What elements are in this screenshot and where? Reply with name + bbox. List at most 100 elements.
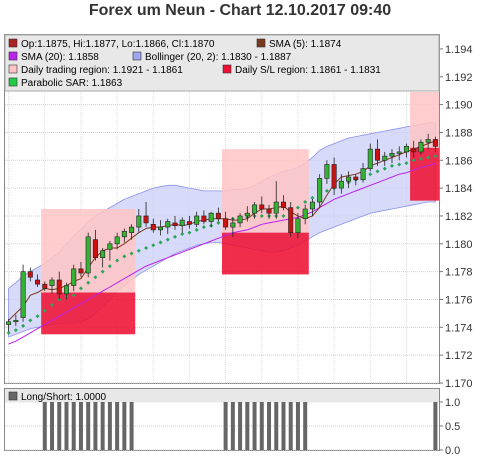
long-short-bar (64, 402, 69, 450)
long-short-bar (57, 402, 62, 450)
candle-body (338, 180, 344, 189)
long-short-bar (259, 402, 264, 450)
lower-legend-box (5, 389, 439, 402)
sar-point (165, 237, 170, 242)
y-tick-label: 1.170 (445, 378, 473, 390)
candle-body (172, 222, 178, 227)
candle-body (63, 285, 69, 295)
candle-body (302, 208, 308, 220)
candle-body (136, 215, 142, 228)
long-short-bar (42, 402, 47, 450)
candle-body (411, 148, 417, 153)
long-short-bar (238, 402, 243, 450)
long-short-bar (433, 402, 438, 450)
y-tick-label: 1.194 (445, 44, 473, 56)
candle-body (252, 204, 258, 214)
long-short-bar (50, 402, 55, 450)
long-short-bar (71, 402, 76, 450)
long-short-bar (295, 402, 300, 450)
candle-body (367, 148, 373, 169)
sar-point (180, 232, 185, 237)
sar-point (389, 163, 394, 168)
sar-point (107, 264, 112, 269)
long-short-bar (86, 402, 91, 450)
sar-point (50, 303, 55, 308)
sar-point (397, 162, 402, 167)
y-tick-label: 1.178 (445, 267, 473, 279)
sar-point (418, 156, 423, 161)
candle-body (331, 164, 337, 189)
legend-box (4, 34, 440, 92)
y-tick-label: 1.190 (445, 100, 473, 112)
sar-point (86, 280, 91, 285)
legend-label: SMA (5): 1.1874 (269, 39, 342, 50)
candle-body (56, 279, 62, 295)
legend-label: Daily trading region: 1.1921 - 1.1861 (21, 65, 183, 76)
long-short-legend-label: Long/Short: 1.0000 (21, 392, 107, 403)
legend-label: Parabolic SAR: 1.1863 (21, 78, 123, 89)
y-tick-label: 1.174 (445, 322, 473, 334)
sar-point (194, 227, 199, 232)
sar-point (13, 328, 18, 333)
sar-point (100, 269, 105, 274)
candle-body (309, 201, 315, 210)
sar-point (172, 234, 177, 239)
legend-label: Bollinger (20, 2): 1.1830 - 1.1887 (145, 52, 292, 63)
sar-point (426, 155, 431, 160)
legend-swatch (8, 64, 18, 74)
candle-body (259, 204, 265, 210)
candle-body (49, 279, 55, 286)
sar-point (78, 286, 83, 291)
sar-point (144, 245, 149, 250)
trading-region (222, 149, 309, 233)
candle-body (295, 218, 301, 233)
candle-body (324, 164, 330, 179)
candle-body (353, 176, 359, 181)
legend-swatch (8, 38, 18, 48)
long-short-bar (107, 402, 112, 450)
candle-body (432, 139, 438, 147)
candle-body (194, 215, 200, 225)
candle-body (280, 201, 286, 208)
sl-region (222, 232, 309, 275)
candle-body (230, 222, 236, 228)
sar-point (259, 213, 264, 218)
legend: Op:1.1875, Hi:1.1877, Lo:1.1866, Cl:1.18… (8, 38, 381, 89)
sar-point (115, 258, 120, 263)
candle-body (78, 268, 84, 274)
candle-body (129, 226, 135, 233)
long-short-bar (281, 402, 286, 450)
long-short-bar (100, 402, 105, 450)
long-short-bar (129, 402, 134, 450)
sar-point (28, 318, 33, 323)
y-tick-label: 1.184 (445, 183, 473, 195)
lower-y-tick-label: 0.5 (445, 421, 460, 433)
legend-label: SMA (20): 1.1858 (21, 52, 99, 63)
candle-body (165, 221, 171, 228)
sar-point (93, 275, 98, 280)
candles (6, 133, 438, 332)
candle-body (389, 153, 395, 157)
candle-body (403, 146, 409, 153)
legend-swatch (8, 77, 18, 87)
long-short-bar (122, 402, 127, 450)
sl-region (41, 292, 136, 335)
sar-point (35, 314, 40, 319)
long-short-bar (78, 402, 83, 450)
candle-body (273, 201, 279, 214)
long-short-bar (115, 402, 120, 450)
lower-y-axis: 0.0 0.5 1.0 (439, 397, 460, 457)
sar-point (71, 293, 76, 298)
sar-point (158, 240, 163, 245)
sar-point (433, 154, 438, 159)
sar-point (129, 251, 134, 256)
lower-y-tick-label: 1.0 (445, 397, 460, 409)
candle-body (13, 320, 19, 323)
sar-point (21, 323, 26, 328)
sar-point (303, 200, 308, 205)
sma20-line (8, 162, 436, 345)
long-short-bar (93, 402, 98, 450)
candle-body (71, 268, 77, 286)
sar-point (324, 188, 329, 193)
candle-body (382, 155, 388, 161)
